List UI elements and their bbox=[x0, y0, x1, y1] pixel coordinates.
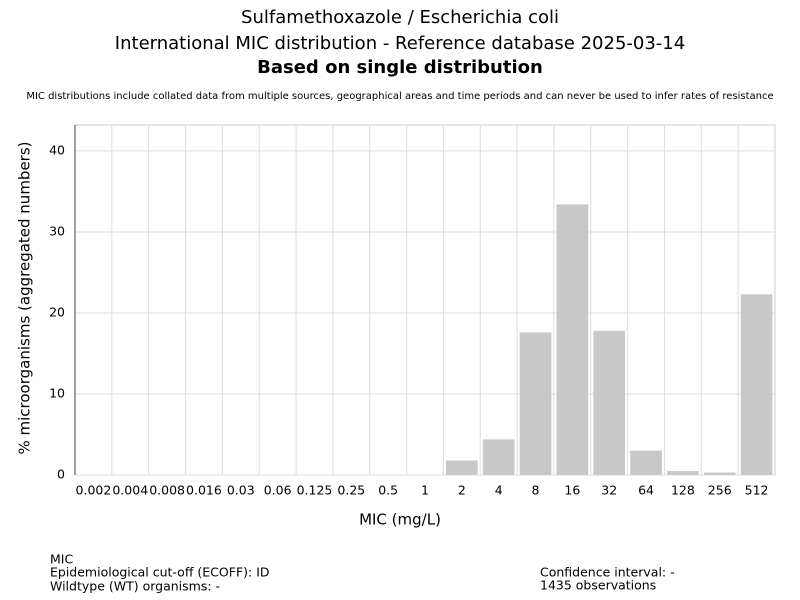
x-tick-label: 0.125 bbox=[297, 483, 333, 498]
bar bbox=[556, 204, 589, 476]
x-tick-label: 512 bbox=[745, 483, 769, 498]
bar bbox=[740, 294, 773, 475]
bar bbox=[482, 439, 515, 475]
y-tick-label: 30 bbox=[49, 223, 65, 238]
x-tick-label: 128 bbox=[671, 483, 695, 498]
y-tick-label: 10 bbox=[49, 385, 65, 400]
x-tick-label: 2 bbox=[458, 483, 466, 498]
x-tick-label: 0.002 bbox=[76, 483, 112, 498]
x-tick-label: 16 bbox=[564, 483, 580, 498]
x-tick-label: 0.004 bbox=[112, 483, 148, 498]
footer-text: MIC bbox=[50, 552, 73, 567]
chart-note: MIC distributions include collated data … bbox=[26, 91, 773, 102]
y-tick-label: 0 bbox=[57, 467, 65, 482]
x-tick-label: 0.5 bbox=[378, 483, 398, 498]
bar bbox=[446, 460, 478, 475]
x-tick-label: 1 bbox=[421, 483, 429, 498]
chart-heading: Based on single distribution bbox=[257, 57, 543, 78]
chart-subtitle: International MIC distribution - Referen… bbox=[115, 33, 685, 54]
x-tick-label: 256 bbox=[708, 483, 732, 498]
footer-text: Epidemiological cut-off (ECOFF): ID bbox=[50, 565, 270, 580]
bar bbox=[519, 332, 552, 475]
y-tick-label: 20 bbox=[49, 304, 65, 319]
x-tick-label: 32 bbox=[601, 483, 617, 498]
bar bbox=[630, 450, 662, 475]
footer-text: 1435 observations bbox=[540, 578, 656, 593]
x-tick-label: 0.008 bbox=[149, 483, 185, 498]
footer-text: Confidence interval: - bbox=[540, 565, 675, 580]
y-tick-label: 40 bbox=[49, 142, 65, 157]
bar bbox=[703, 472, 736, 475]
x-tick-label: 4 bbox=[495, 483, 503, 498]
x-tick-label: 0.03 bbox=[227, 483, 255, 498]
chart-title: Sulfamethoxazole / Escherichia coli bbox=[241, 7, 559, 28]
x-tick-label: 64 bbox=[638, 483, 654, 498]
footer-text: Wildtype (WT) organisms: - bbox=[50, 579, 220, 594]
x-tick-label: 8 bbox=[532, 483, 540, 498]
plot-area bbox=[74, 124, 776, 476]
bar bbox=[593, 330, 626, 475]
x-tick-label: 0.06 bbox=[264, 483, 292, 498]
x-tick-label: 0.016 bbox=[186, 483, 222, 498]
x-axis-label: MIC (mg/L) bbox=[359, 511, 441, 529]
x-tick-label: 0.25 bbox=[337, 483, 365, 498]
y-axis-label: % microorganisms (aggregated numbers) bbox=[16, 141, 34, 454]
bar bbox=[667, 470, 699, 475]
